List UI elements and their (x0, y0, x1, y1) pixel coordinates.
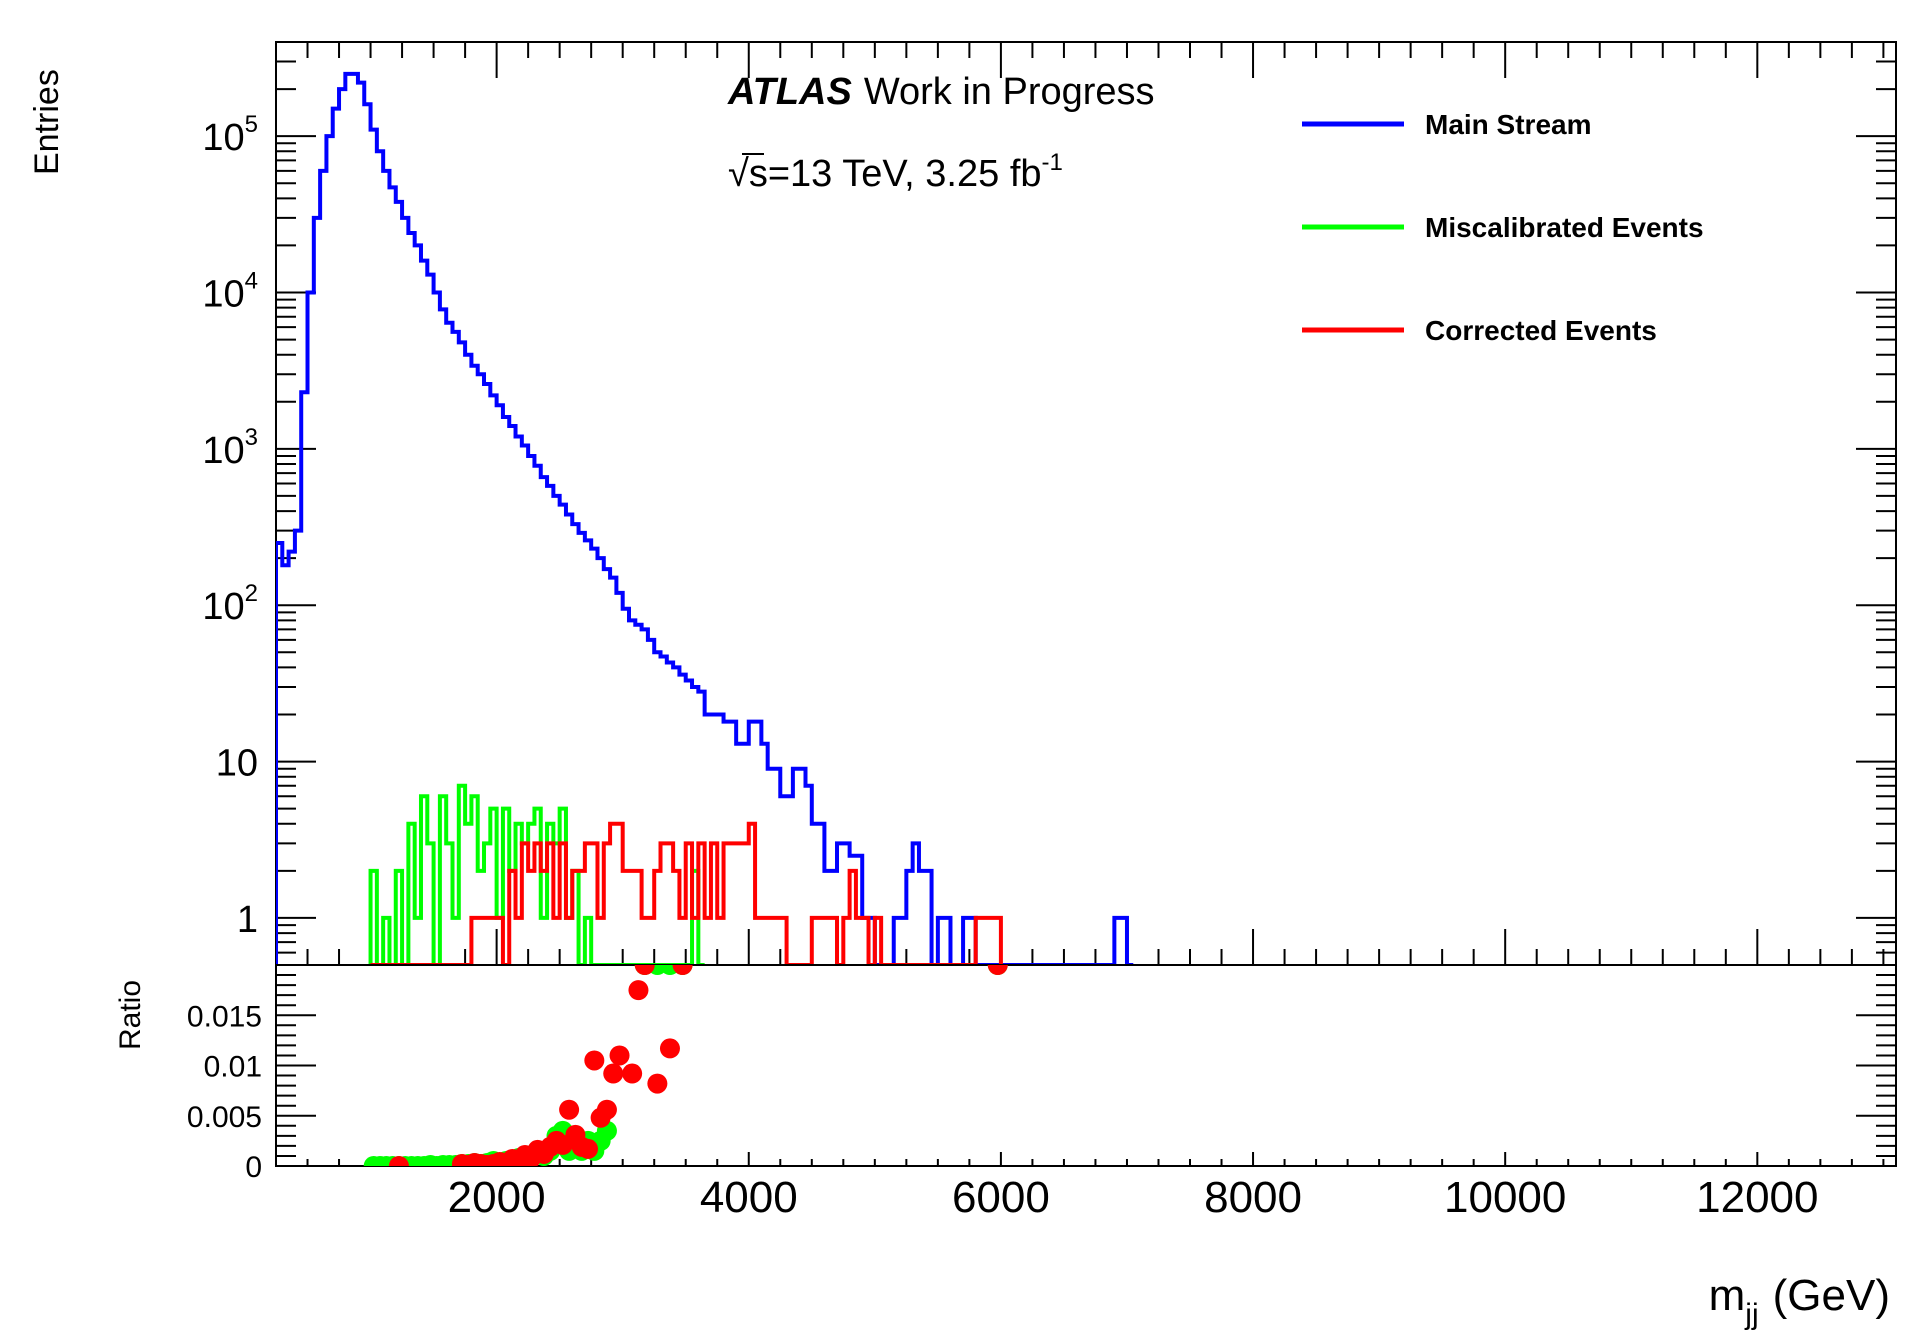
ratio-point-series-1 (559, 1099, 580, 1120)
ratio-plot-frame (275, 964, 1897, 1167)
y-tick-label: 104 (202, 267, 258, 315)
histogram-series-0 (276, 71, 1134, 965)
legend: Main Stream Miscalibrated Events Correct… (1302, 109, 1704, 346)
y-tick-exponent: 4 (245, 267, 258, 294)
y-tick-exponent: 3 (245, 424, 258, 451)
x-axis-title-main: m (1709, 1271, 1746, 1320)
histogram-series-2 (370, 821, 1003, 965)
x-axis-title-subscript: jj (1744, 1298, 1758, 1331)
x-tick-label: 10000 (1444, 1173, 1566, 1222)
ratio-point-series-1 (622, 1063, 643, 1084)
ratio-point-series-1 (987, 965, 1008, 975)
y-tick-exponent: 2 (245, 580, 258, 607)
x-tick-label: 6000 (952, 1173, 1050, 1222)
atlas-status: Work in Progress (864, 71, 1155, 113)
ratio-y-tick-label: 0 (245, 1151, 262, 1184)
ratio-y-tick-label: 0.015 (187, 1000, 262, 1033)
lumi-exponent: -1 (1042, 149, 1063, 176)
ratio-point-series-1 (634, 965, 655, 975)
y-tick-base: 10 (202, 586, 244, 628)
ratio-y-tick-label: 0.01 (204, 1051, 262, 1084)
y-tick-base: 10 (202, 430, 244, 472)
ratio-point-series-1 (584, 1050, 605, 1071)
ratio-point-series-1 (672, 965, 693, 975)
x-tick-label: 4000 (700, 1173, 798, 1222)
ratio-point-series-1 (578, 1138, 599, 1159)
y-tick-base: 10 (202, 117, 244, 159)
legend-label-main-stream: Main Stream (1425, 109, 1592, 140)
y-axis-title: Entries (28, 69, 66, 175)
ratio-point-series-1 (609, 1045, 630, 1066)
energy-label: √s=13 TeV, 3.25 fb-1 (728, 149, 1063, 195)
ratio-point-series-1 (628, 980, 649, 1001)
main-series-group (276, 71, 1134, 965)
y-tick-label: 103 (202, 424, 258, 472)
x-axis-title: mjj (GeV) (1709, 1271, 1890, 1331)
ratio-point-series-1 (603, 1063, 624, 1084)
ratio-points-group (363, 965, 1008, 1166)
x-tick-label: 8000 (1204, 1173, 1302, 1222)
ratio-axes: 2000 4000 6000 8000 10000 12000 0 0.005 0.01 0.01… (187, 974, 1896, 1222)
ratio-point-series-1 (659, 1038, 680, 1059)
y-tick-label: 102 (202, 580, 258, 628)
energy-text: s=13 TeV, 3.25 fb (749, 153, 1042, 195)
y-tick-label: 105 (202, 111, 258, 159)
ratio-point-series-1 (388, 1156, 409, 1166)
ratio-y-tick-label: 0.005 (187, 1101, 262, 1134)
y-tick-label: 10 (216, 743, 258, 785)
sqrt-symbol: √ (728, 153, 749, 195)
x-tick-label: 2000 (448, 1173, 546, 1222)
ratio-point-series-1 (596, 1099, 617, 1120)
ratio-panel: 2000 4000 6000 8000 10000 12000 0 0.005 0.01 0.01… (187, 964, 1897, 1222)
main-plot-frame (275, 41, 1897, 966)
legend-label-corrected: Corrected Events (1425, 315, 1657, 346)
y-tick-label: 1 (237, 899, 258, 941)
y-tick-exponent: 5 (245, 111, 258, 138)
legend-label-miscalibrated: Miscalibrated Events (1425, 212, 1704, 243)
y-tick-base: 10 (202, 273, 244, 315)
x-axis-title-unit: (GeV) (1773, 1271, 1890, 1320)
ratio-axis-title: Ratio (114, 980, 147, 1050)
ratio-point-series-1 (647, 1073, 668, 1094)
atlas-word: ATLAS (727, 71, 852, 113)
atlas-label: ATLAS Work in Progress (727, 71, 1155, 113)
x-tick-label: 12000 (1696, 1173, 1818, 1222)
